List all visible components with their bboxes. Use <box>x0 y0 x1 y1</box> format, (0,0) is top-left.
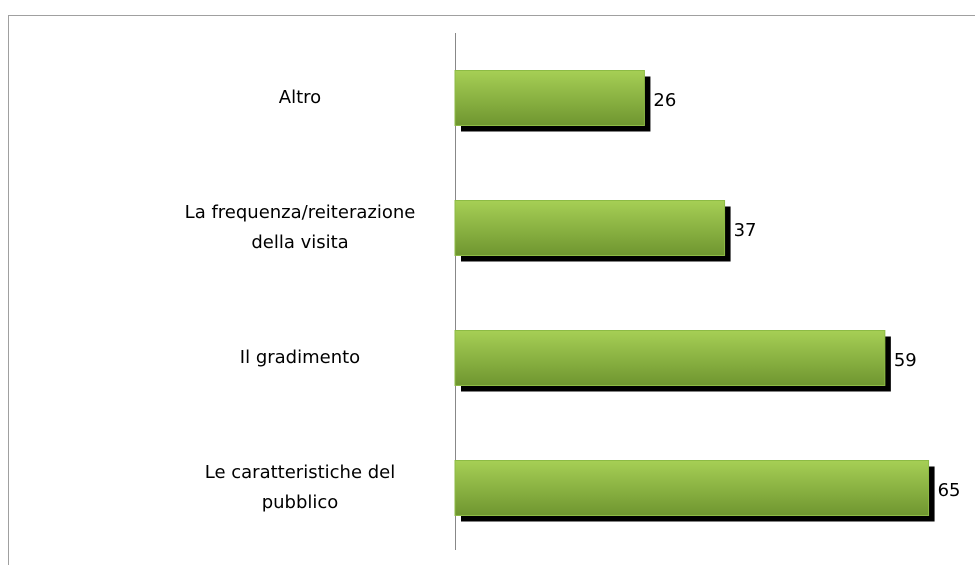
bar <box>454 70 645 126</box>
data-label: 26 <box>653 90 676 111</box>
category-label: La frequenza/reiterazione della visita <box>184 202 416 253</box>
category-label: Il gradimento <box>239 347 361 368</box>
bar <box>454 330 886 386</box>
data-label: 65 <box>938 480 961 501</box>
category-label: Le caratteristiche del pubblico <box>204 462 396 513</box>
data-label: 37 <box>734 220 757 241</box>
bar <box>454 200 726 256</box>
category-label: Altro <box>278 87 322 108</box>
bar <box>454 460 930 516</box>
frame <box>8 15 975 565</box>
data-label: 59 <box>894 350 917 371</box>
